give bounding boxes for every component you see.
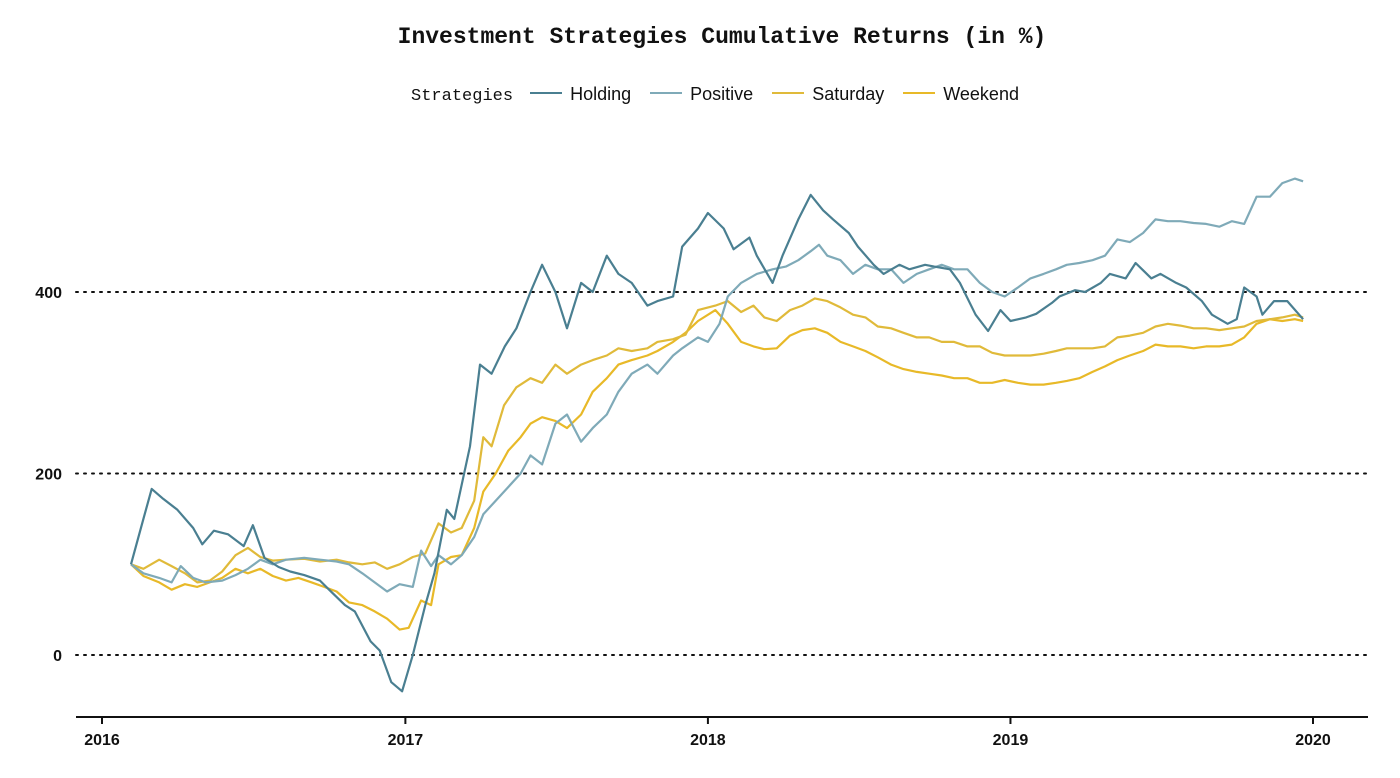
- x-axis-ticks: 2016 2017 2018 2019 2020: [84, 717, 1331, 749]
- series-lines: [129, 177, 1304, 693]
- y-tick-label-0: 0: [53, 648, 62, 665]
- legend-swatch-holding: [530, 92, 563, 95]
- legend-item-saturday: Saturday: [772, 84, 884, 105]
- legend-label-positive: Positive: [690, 84, 754, 104]
- chart-title: Investment Strategies Cumulative Returns…: [397, 24, 1047, 50]
- x-tick-label-2016: 2016: [84, 732, 120, 749]
- legend-label-saturday: Saturday: [812, 84, 885, 104]
- legend-item-positive: Positive: [650, 84, 753, 105]
- series-line-positive: [130, 177, 1304, 593]
- series-line-saturday: [130, 297, 1304, 584]
- legend-swatch-positive: [650, 92, 683, 95]
- legend-title: Strategies: [411, 87, 514, 106]
- series-line-holding: [129, 193, 1304, 693]
- y-axis-ticks: 0 200 400: [35, 285, 62, 665]
- grid-lines: [75, 291, 1369, 656]
- legend-item-holding: Holding: [530, 84, 631, 105]
- x-tick-label-2020: 2020: [1295, 732, 1331, 749]
- y-tick-label-400: 400: [35, 285, 62, 302]
- y-tick-label-200: 200: [35, 467, 62, 484]
- x-tick-label-2018: 2018: [690, 732, 726, 749]
- legend-label-holding: Holding: [570, 84, 632, 104]
- legend-item-weekend: Weekend: [903, 84, 1019, 105]
- legend-swatch-weekend: [903, 92, 936, 95]
- legend-label-weekend: Weekend: [943, 84, 1019, 104]
- x-tick-label-2019: 2019: [993, 732, 1029, 749]
- legend-swatch-saturday: [772, 92, 805, 95]
- x-tick-label-2017: 2017: [388, 732, 424, 749]
- series-line-weekend: [130, 309, 1304, 631]
- legend: Strategies Holding Positive Saturday Wee…: [0, 84, 1400, 106]
